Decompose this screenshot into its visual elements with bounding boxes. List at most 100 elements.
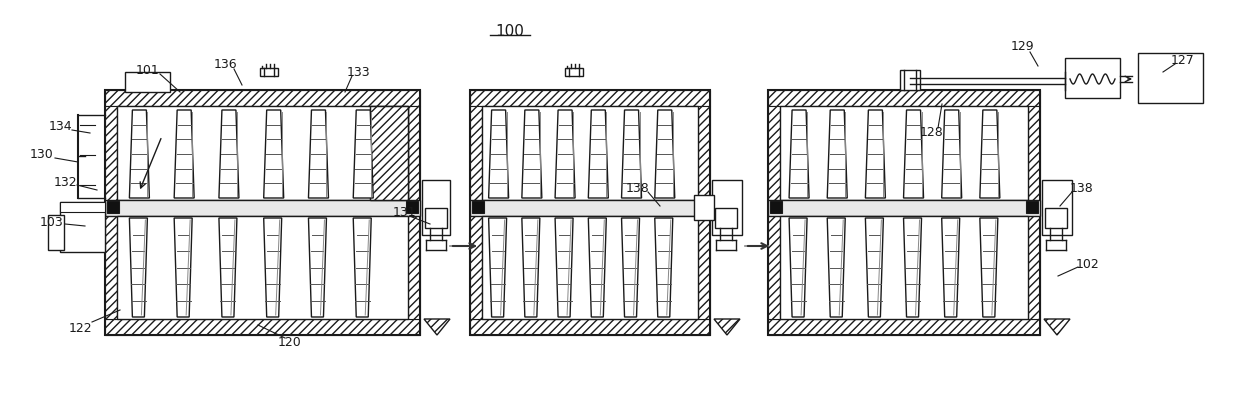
Polygon shape [827, 218, 846, 317]
Bar [107, 201, 119, 213]
Polygon shape [621, 218, 640, 317]
Text: 131: 131 [392, 207, 415, 220]
Bar [125, 72, 170, 92]
Polygon shape [980, 110, 999, 198]
Text: 128: 128 [920, 126, 944, 139]
Bar [780, 106, 1028, 200]
Polygon shape [621, 110, 641, 198]
Bar [1138, 53, 1203, 103]
Polygon shape [1044, 319, 1070, 335]
Polygon shape [174, 110, 195, 198]
Polygon shape [174, 218, 192, 317]
Bar [1025, 201, 1038, 213]
Bar [105, 200, 420, 216]
Bar [470, 319, 711, 335]
Polygon shape [827, 110, 847, 198]
Polygon shape [941, 218, 960, 317]
Text: 120: 120 [278, 337, 301, 350]
Bar [408, 106, 420, 319]
Polygon shape [309, 218, 326, 317]
Bar [715, 208, 737, 228]
Bar [696, 201, 708, 213]
Polygon shape [980, 218, 998, 317]
Bar [768, 90, 1040, 106]
Bar [482, 106, 698, 200]
Text: 132: 132 [53, 177, 77, 190]
Polygon shape [941, 110, 962, 198]
Polygon shape [904, 218, 921, 317]
Polygon shape [522, 218, 539, 317]
Bar [60, 202, 105, 212]
Bar [48, 215, 64, 250]
Polygon shape [789, 218, 807, 317]
Polygon shape [489, 218, 507, 317]
Bar [770, 201, 782, 213]
Bar [1028, 106, 1040, 319]
Polygon shape [489, 110, 508, 198]
Polygon shape [219, 110, 239, 198]
Polygon shape [556, 218, 573, 317]
Polygon shape [424, 319, 450, 335]
Bar [712, 180, 742, 235]
Bar [482, 216, 698, 319]
Bar [117, 216, 408, 319]
Bar [694, 195, 714, 220]
Text: 134: 134 [48, 121, 72, 134]
Polygon shape [789, 110, 808, 198]
Bar [900, 70, 920, 90]
Bar [472, 201, 484, 213]
Bar [470, 106, 482, 319]
Text: 138: 138 [1070, 181, 1094, 194]
Bar [780, 216, 1028, 319]
Bar [60, 202, 105, 252]
Bar [105, 319, 420, 335]
Bar [370, 106, 408, 200]
Polygon shape [219, 218, 237, 317]
Bar [470, 200, 711, 216]
Polygon shape [655, 110, 675, 198]
Polygon shape [522, 110, 542, 198]
Bar [768, 200, 1040, 216]
Bar [370, 106, 408, 200]
Polygon shape [309, 110, 329, 198]
Polygon shape [588, 110, 609, 198]
Text: 100: 100 [496, 24, 525, 40]
Polygon shape [588, 218, 606, 317]
Bar [117, 106, 408, 200]
Text: 133: 133 [346, 66, 370, 79]
Bar [105, 90, 420, 106]
Text: 101: 101 [136, 64, 160, 77]
Polygon shape [353, 218, 371, 317]
Text: 129: 129 [1011, 40, 1034, 53]
Polygon shape [129, 218, 148, 317]
Bar [470, 90, 711, 106]
Text: 130: 130 [30, 149, 53, 162]
Bar [565, 68, 583, 76]
Bar [768, 106, 780, 319]
Polygon shape [714, 319, 740, 335]
Bar [260, 68, 278, 76]
Bar [698, 106, 711, 319]
Polygon shape [866, 218, 883, 317]
Polygon shape [264, 218, 281, 317]
Polygon shape [556, 110, 575, 198]
Polygon shape [264, 110, 284, 198]
Bar [425, 208, 446, 228]
Text: 103: 103 [40, 215, 64, 228]
Bar [768, 90, 1040, 335]
Text: 138: 138 [626, 181, 650, 194]
Text: 122: 122 [68, 322, 92, 335]
Bar [105, 106, 117, 319]
Polygon shape [353, 110, 373, 198]
Bar [1065, 58, 1120, 98]
Bar [1045, 208, 1066, 228]
Text: 127: 127 [1171, 53, 1195, 66]
Bar [470, 90, 711, 335]
Bar [405, 201, 418, 213]
Polygon shape [655, 218, 673, 317]
Bar [768, 319, 1040, 335]
Bar [105, 90, 420, 335]
Text: 136: 136 [213, 58, 237, 72]
Bar [422, 180, 450, 235]
Polygon shape [866, 110, 885, 198]
